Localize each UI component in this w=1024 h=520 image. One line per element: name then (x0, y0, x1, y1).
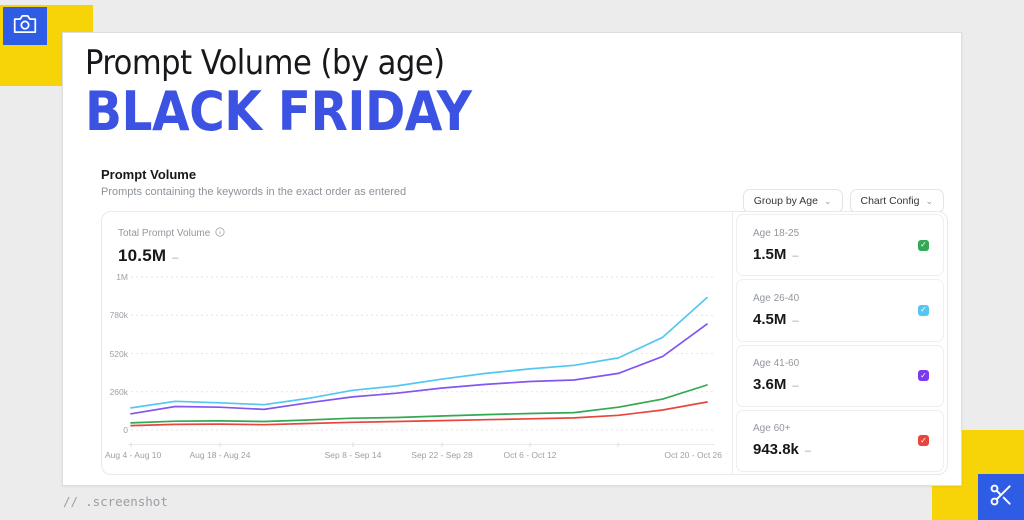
x-tick-label: Oct 6 - Oct 12 (503, 450, 557, 460)
chevron-down-icon: ⌄ (823, 195, 832, 206)
series-checkbox[interactable]: ✓ (918, 435, 929, 447)
chart-config-button[interactable]: Chart Config ⌄ (849, 189, 944, 213)
scissors-tile (978, 474, 1024, 520)
series-line-age-60- (130, 401, 708, 427)
info-icon[interactable] (215, 227, 225, 240)
camera-icon (12, 12, 38, 41)
series-checkbox[interactable]: ✓ (918, 304, 929, 316)
page-title: Prompt Volume (by age) (85, 43, 445, 83)
total-kpi: Total Prompt Volume 10.5M – (118, 227, 225, 266)
legend-card-age-18-25[interactable]: Age 18-25 1.5M – ✓ (736, 214, 944, 277)
y-tick-label: 780k (109, 310, 128, 321)
series-line-age-18-25 (130, 384, 708, 424)
legend-card-age-60-plus[interactable]: Age 60+ 943.8k – ✓ (736, 409, 944, 472)
camera-tile (3, 7, 47, 45)
legend-card-age-26-40[interactable]: Age 26-40 4.5M – ✓ (736, 279, 944, 342)
y-tick-label: 0 (123, 425, 128, 435)
x-tick-label: Aug 4 - Aug 10 (105, 450, 162, 460)
legend-trend: – (792, 249, 799, 262)
x-tick-label: Sep 22 - Sep 28 (411, 450, 473, 460)
x-axis: Aug 4 - Aug 10 Aug 18 - Aug 24 Sep 8 - Sep… (102, 450, 732, 464)
series-line-age-26-40 (130, 296, 708, 409)
x-tick-label: Sep 8 - Sep 14 (324, 450, 382, 460)
legend-card-age-41-60[interactable]: Age 41-60 3.6M – ✓ (736, 344, 944, 407)
total-kpi-value: 10.5M (118, 246, 167, 265)
hero-header: Prompt Volume (by age) BLACK FRIDAY (63, 33, 961, 139)
footer-caption: // .screenshot (63, 494, 168, 509)
hero-subtitle: BLACK FRIDAY (85, 80, 472, 144)
legend-label: Age 41-60 (753, 358, 800, 370)
scissors-icon (988, 482, 1014, 513)
legend-label: Age 26-40 (753, 292, 800, 304)
y-tick-label: 520k (109, 348, 128, 359)
legend-label: Age 18-25 (753, 227, 800, 239)
series-checkbox[interactable]: ✓ (918, 239, 929, 251)
series-line-age-41-60 (130, 323, 708, 415)
x-tick-label: Oct 20 - Oct 26 (664, 450, 722, 460)
legend-trend: – (792, 314, 799, 327)
footer-label: .screenshot (85, 494, 168, 509)
legend-trend: – (792, 380, 799, 393)
chart-section-header: Prompt Volume Prompts containing the key… (101, 167, 406, 198)
group-by-age-label: Group by Age (753, 195, 818, 207)
legend-label: Age 60+ (753, 423, 791, 435)
dashboard-card: Prompt Volume (by age) BLACK FRIDAY Prom… (62, 32, 962, 486)
chart-title: Prompt Volume (101, 167, 197, 182)
legend-trend: – (804, 445, 812, 458)
total-kpi-label: Total Prompt Volume (118, 228, 211, 239)
total-kpi-trend: – (172, 252, 179, 264)
y-tick-label: 1M (116, 272, 128, 282)
group-by-age-button[interactable]: Group by Age ⌄ (742, 189, 843, 213)
legend-value: 1.5M (753, 245, 787, 263)
chevron-down-icon: ⌄ (925, 195, 933, 206)
chart-panel: Total Prompt Volume 10.5M – 0 260k 520k 780 (101, 211, 948, 475)
legend-value: 943.8k (753, 441, 799, 459)
legend-value: 3.6M (753, 376, 787, 394)
y-tick-label: 260k (109, 386, 128, 397)
footer-prefix: // (63, 494, 79, 509)
plot-area (128, 276, 715, 447)
chart-config-label: Chart Config (860, 195, 920, 207)
line-chart: Total Prompt Volume 10.5M – 0 260k 520k 780 (102, 212, 732, 474)
legend-value: 4.5M (753, 310, 787, 328)
series-legend: Age 18-25 1.5M – ✓ Age 26-40 4.5M – ✓ (732, 212, 947, 474)
chart-description: Prompts containing the keywords in the e… (101, 186, 407, 198)
series-checkbox[interactable]: ✓ (918, 370, 929, 382)
x-tick-label: Aug 18 - Aug 24 (189, 450, 251, 460)
